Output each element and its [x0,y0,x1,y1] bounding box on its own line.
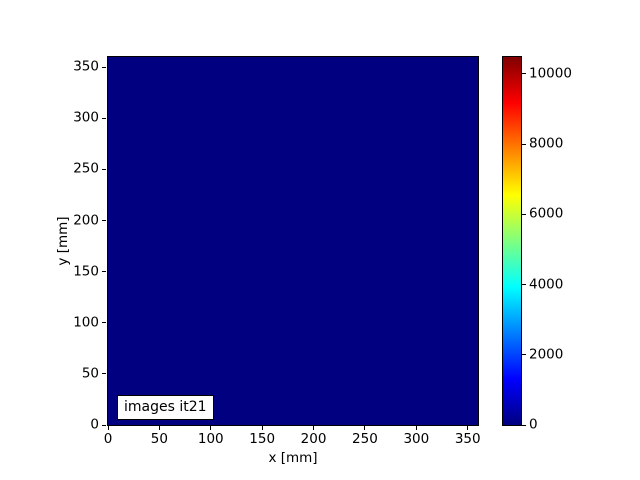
y-tick-label: 150 [73,262,99,279]
y-tick-mark [102,424,106,426]
x-tick-mark [467,426,469,430]
x-tick-mark [415,426,417,430]
colorbar-tick-label: 4000 [529,275,564,292]
y-tick-label: 0 [90,416,99,433]
x-tick-label: 300 [403,431,430,447]
colorbar-tick-label: 10000 [529,65,572,82]
colorbar-tick-label: 8000 [529,135,564,152]
x-tick-mark [313,426,315,430]
y-tick-mark [102,117,106,119]
x-tick-label: 350 [454,431,481,447]
x-tick-mark [158,426,160,430]
x-tick-mark [107,426,109,430]
colorbar-tick-mark [522,73,526,75]
annotation-box: images it21 [117,395,214,420]
x-axis-label: x [mm] [268,450,318,466]
y-axis-label: y [mm] [55,216,71,266]
x-tick-label: 250 [352,431,378,447]
colorbar-tick-mark [522,284,526,286]
annotation-label: images it21 [124,399,207,415]
y-tick-label: 250 [73,160,99,177]
colorbar-tick-label: 2000 [529,346,564,363]
x-tick-label: 100 [197,431,224,447]
x-tick-mark [210,426,212,430]
y-tick-mark [102,322,106,324]
heatmap-plot-area [107,56,479,426]
x-tick-mark [364,426,366,430]
y-tick-label: 200 [73,211,99,228]
y-tick-label: 350 [73,58,99,75]
y-tick-label: 50 [81,365,99,382]
y-tick-label: 100 [73,314,99,331]
y-tick-mark [102,66,106,68]
x-tick-label: 50 [150,431,168,447]
colorbar-tick-mark [522,354,526,356]
colorbar-tick-mark [522,213,526,215]
y-tick-label: 300 [73,109,99,126]
colorbar-tick-label: 6000 [529,205,564,222]
colorbar-tick-mark [522,143,526,145]
y-tick-mark [102,168,106,170]
y-tick-mark [102,220,106,222]
colorbar-tick-label: 0 [529,416,538,433]
x-tick-label: 200 [300,431,327,447]
x-tick-label: 150 [249,431,276,447]
y-tick-mark [102,373,106,375]
colorbar [502,56,522,426]
x-tick-mark [261,426,263,430]
colorbar-tick-mark [522,424,526,426]
x-tick-label: 0 [103,431,113,447]
y-tick-mark [102,271,106,273]
